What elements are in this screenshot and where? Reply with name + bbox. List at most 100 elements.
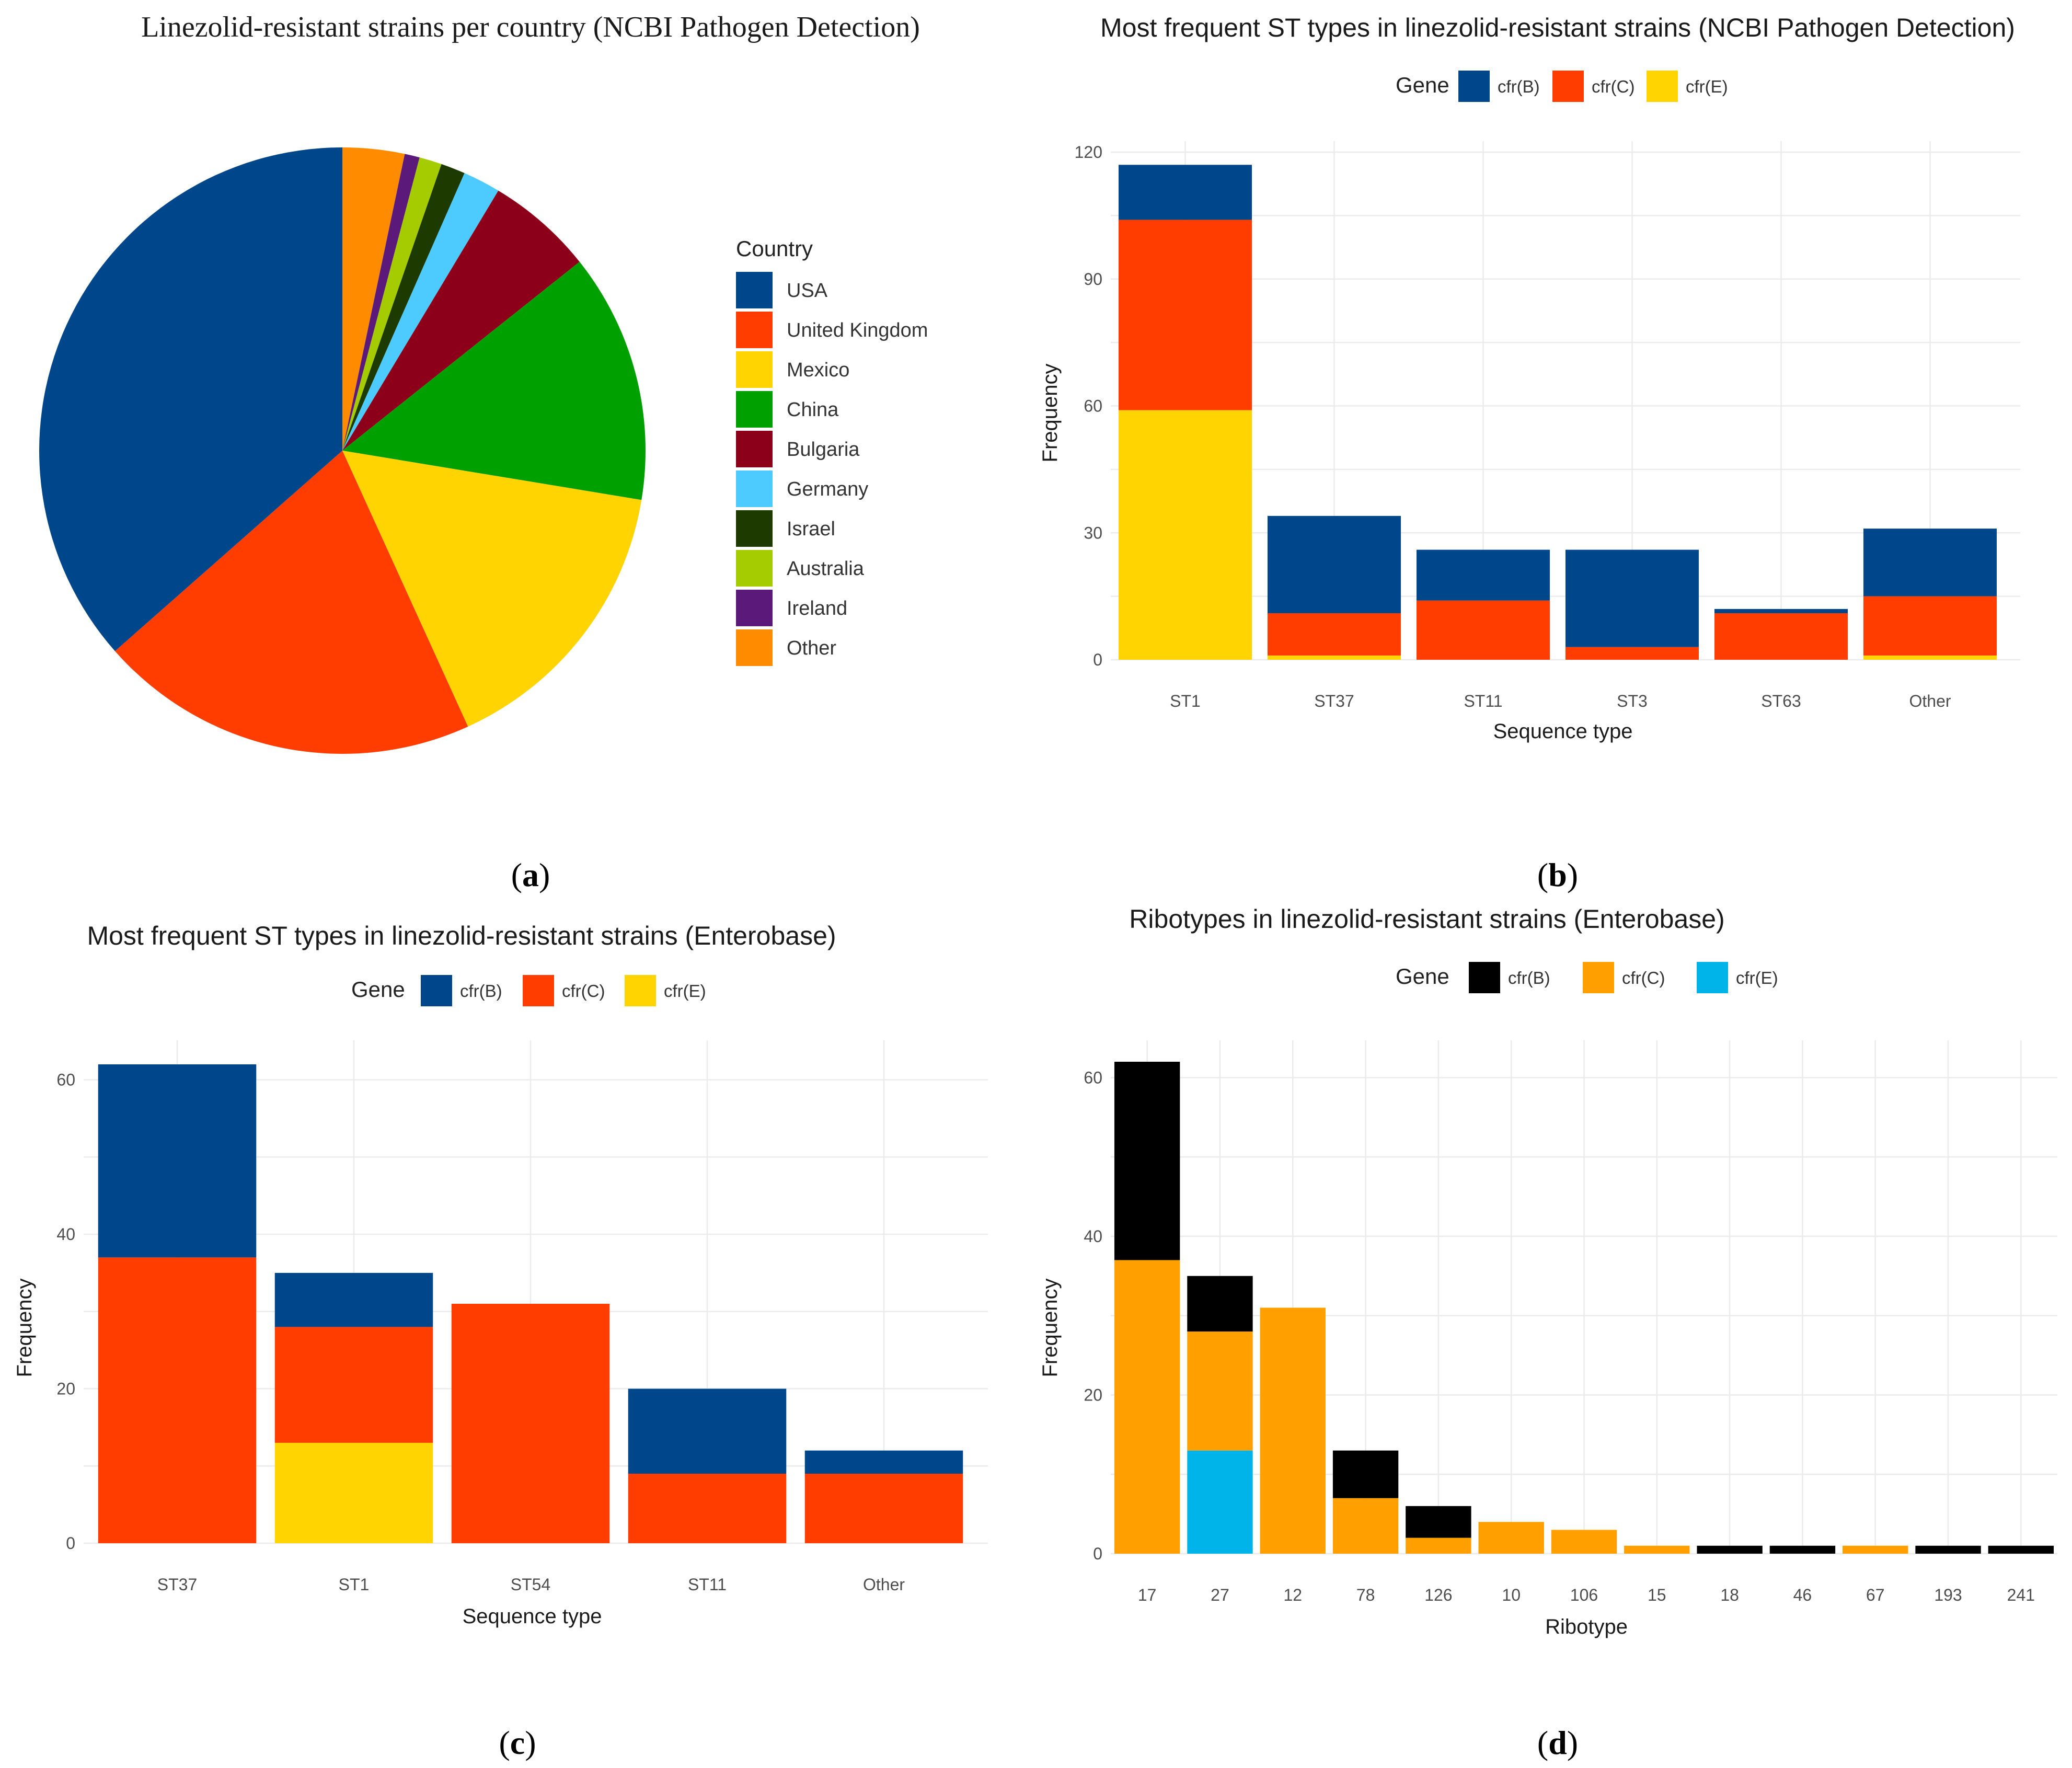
legend-label-c-cfr-b: cfr(B) [460,981,502,1001]
bar-c-other-cfr-c [804,1474,963,1543]
x-tick-label: 46 [1793,1586,1812,1604]
x-tick-label: ST1 [339,1575,370,1594]
bar-d-10-cfr-c [1478,1522,1544,1554]
bar-d-67-cfr-c [1843,1545,1908,1554]
legend-swatch-d-cfr-c [1583,962,1614,993]
legend-title-c: Gene [351,977,405,1002]
bar-c-st1-cfr-c [274,1327,433,1443]
panel-d-x-axis-title: Ribotype [1545,1615,1628,1638]
pie-legend-label-israel: Israel [787,518,835,540]
bar-c-other-cfr-b [804,1450,963,1474]
pie-legend: Country USA United Kingdom Mexico China Bulg… [736,236,928,666]
panel-c-x-axis-title: Sequence type [463,1605,602,1628]
panel-d-title: Ribotypes in linezolid-resistant strains… [1129,904,1724,934]
x-tick-label: 10 [1502,1586,1521,1604]
x-tick-label: ST54 [511,1575,550,1594]
pie-slice-united-kingdom [114,451,468,754]
bar-c-st1-cfr-e [274,1442,433,1543]
x-tick-label: 27 [1211,1586,1229,1604]
bar-d-46-cfr-b [1769,1545,1836,1554]
legend-swatch-c-cfr-b [421,975,452,1006]
bar-d-126-cfr-b [1406,1506,1471,1538]
legend-label-d-cfr-b: cfr(B) [1508,968,1550,988]
y-tick-label: 0 [1093,1544,1102,1563]
y-tick-label: 20 [1084,1385,1102,1404]
panel-d-bar-chart: Ribotypes in linezolid-resistant strains… [1039,904,2057,1761]
bar-b-st1-cfr-e [1118,410,1252,660]
panel-b-title: Most frequent ST types in linezolid-resi… [1100,13,2015,42]
pie-legend-swatch-mexico [736,351,773,388]
x-tick-label: 15 [1648,1586,1666,1604]
legend-label-b-cfr-c: cfr(C) [1592,77,1634,96]
y-tick-label: 40 [56,1225,75,1244]
pie-slice-china [342,261,646,500]
bar-b-other-cfr-c [1863,596,1997,656]
pie-legend-swatch-united-kingdom [736,312,773,348]
y-tick-label: 40 [1084,1227,1102,1246]
legend-swatch-c-cfr-e [625,975,656,1006]
pie-legend-label-germany: Germany [787,478,868,500]
panel-d-legend: Gene cfr(B) cfr(C) cfr(E) [1396,962,1778,993]
bar-c-st54-cfr-c [451,1304,610,1543]
bar-b-st37-cfr-b [1267,515,1401,613]
pie-legend-label-united-kingdom: United Kingdom [787,319,928,341]
panel-b-bar-chart: Most frequent ST types in linezolid-resi… [1039,13,2020,893]
bar-d-12-cfr-c [1260,1307,1326,1554]
bar-d-27-cfr-c [1187,1331,1253,1451]
panel-b-y-axis-title: Frequency [1039,364,1062,463]
legend-swatch-b-cfr-c [1552,71,1584,102]
bar-c-st11-cfr-b [628,1388,787,1474]
pie-legend-label-usa: USA [787,280,828,302]
panel-c-title: Most frequent ST types in linezolid-resi… [87,921,836,950]
pie-slice-ireland [342,154,420,451]
legend-label-b-cfr-e: cfr(E) [1686,77,1728,96]
x-tick-label: 18 [1720,1586,1739,1604]
panel-c-legend: Gene cfr(B) cfr(C) cfr(E) [351,975,706,1006]
x-tick-label: ST37 [1314,692,1354,710]
panel-d-y-axis-title: Frequency [1039,1279,1062,1377]
panel-c-y-axis-title: Frequency [13,1279,36,1377]
pie-legend-label-other: Other [787,637,836,659]
bar-d-15-cfr-c [1624,1545,1690,1554]
bar-c-st1-cfr-b [274,1272,433,1327]
pie-legend-swatch-australia [736,550,773,587]
bar-c-st11-cfr-c [628,1474,787,1543]
pie-legend-swatch-ireland [736,590,773,626]
bar-b-st11-cfr-c [1416,600,1550,660]
x-tick-label: ST63 [1761,692,1801,710]
bar-b-other-cfr-e [1863,655,1997,660]
bar-d-27-cfr-e [1187,1450,1253,1554]
x-tick-label: 126 [1424,1586,1452,1604]
bar-d-193-cfr-b [1915,1545,1981,1554]
bar-b-st1-cfr-c [1118,220,1252,410]
pie-legend-swatch-other [736,629,773,666]
y-tick-label: 60 [56,1071,75,1089]
panel-c-bar-chart: Most frequent ST types in linezolid-resi… [13,921,988,1761]
x-tick-label: 193 [1934,1586,1962,1604]
pie-legend-swatch-israel [736,510,773,547]
bar-b-other-cfr-b [1863,529,1997,596]
bar-d-17-cfr-b [1114,1062,1180,1260]
pie-slice-germany [342,173,499,451]
panel-b-x-axis-title: Sequence type [1493,720,1633,743]
legend-label-d-cfr-e: cfr(E) [1736,968,1778,988]
bar-b-st37-cfr-e [1267,655,1401,660]
pie-slices [39,147,646,754]
panel-a-caption: (a) [511,856,550,893]
x-tick-label: ST37 [157,1575,197,1594]
legend-label-c-cfr-c: cfr(C) [562,981,605,1001]
pie-legend-label-bulgaria: Bulgaria [787,439,860,461]
y-tick-label: 0 [1093,650,1102,669]
bar-d-106-cfr-c [1551,1530,1617,1554]
pie-slice-bulgaria [342,190,580,451]
legend-swatch-b-cfr-e [1647,71,1678,102]
bar-d-27-cfr-b [1187,1276,1253,1332]
x-tick-label: 67 [1866,1586,1885,1604]
pie-legend-swatch-china [736,391,773,428]
panel-b-caption: (b) [1537,856,1578,893]
bar-d-18-cfr-b [1697,1545,1763,1554]
x-tick-label: 12 [1283,1586,1302,1604]
legend-title-d: Gene [1396,964,1449,989]
bar-b-st37-cfr-c [1267,613,1401,656]
